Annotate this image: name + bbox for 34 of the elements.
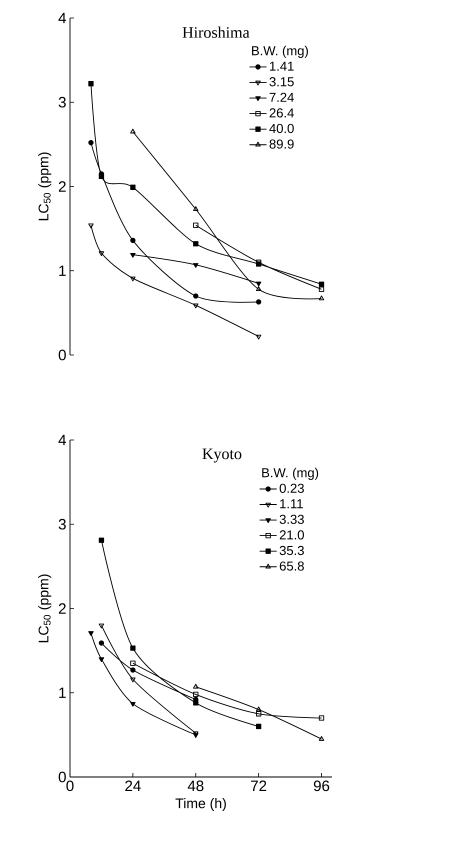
y-tick-label: 0 [58, 350, 66, 360]
x-tick-label: 72 [251, 780, 266, 791]
y-tick-label: 4 [58, 434, 66, 446]
legend-label: 40.0 [269, 124, 294, 134]
legend-label: 7.24 [270, 92, 294, 102]
legend-label: 1.11 [280, 499, 303, 508]
legend-label: 21.0 [280, 530, 304, 540]
x-tick-label: 0 [66, 780, 74, 792]
legend-label: 26.4 [270, 108, 294, 118]
y-tick-label: 2 [58, 603, 66, 614]
legend-label: 35.3 [280, 546, 304, 556]
chart-title: Hiroshima [182, 26, 250, 38]
legend-label: 1.41 [270, 62, 294, 71]
legend-label: 89.9 [270, 139, 294, 149]
legend-label: 0.23 [280, 484, 304, 493]
x-axis-title: Time (h) [176, 798, 226, 812]
x-tick-label: 96 [314, 780, 330, 792]
x-tick-label: 48 [188, 780, 204, 792]
y-axis-title: LC$_{50}$ (ppm) [38, 152, 52, 220]
legend-label: 3.15 [269, 77, 294, 86]
y-tick-label: 3 [58, 96, 66, 108]
y-tick-label: 1 [59, 688, 66, 698]
chart-title: Kyoto [202, 448, 242, 463]
y-tick-label: 0 [58, 772, 66, 782]
legend-title: B.W. (mg) [252, 46, 308, 58]
legend-label: 65.8 [280, 561, 304, 571]
y-axis-title: LC$_{50}$ (ppm) [38, 574, 52, 642]
y-tick-label: 4 [58, 12, 66, 24]
y-tick-label: 1 [59, 266, 66, 276]
legend-label: 3.33 [280, 514, 304, 524]
x-tick-label: 24 [125, 780, 141, 791]
y-tick-label: 2 [58, 181, 66, 192]
legend-title: B.W. (mg) [262, 468, 318, 480]
y-tick-label: 3 [58, 518, 66, 530]
